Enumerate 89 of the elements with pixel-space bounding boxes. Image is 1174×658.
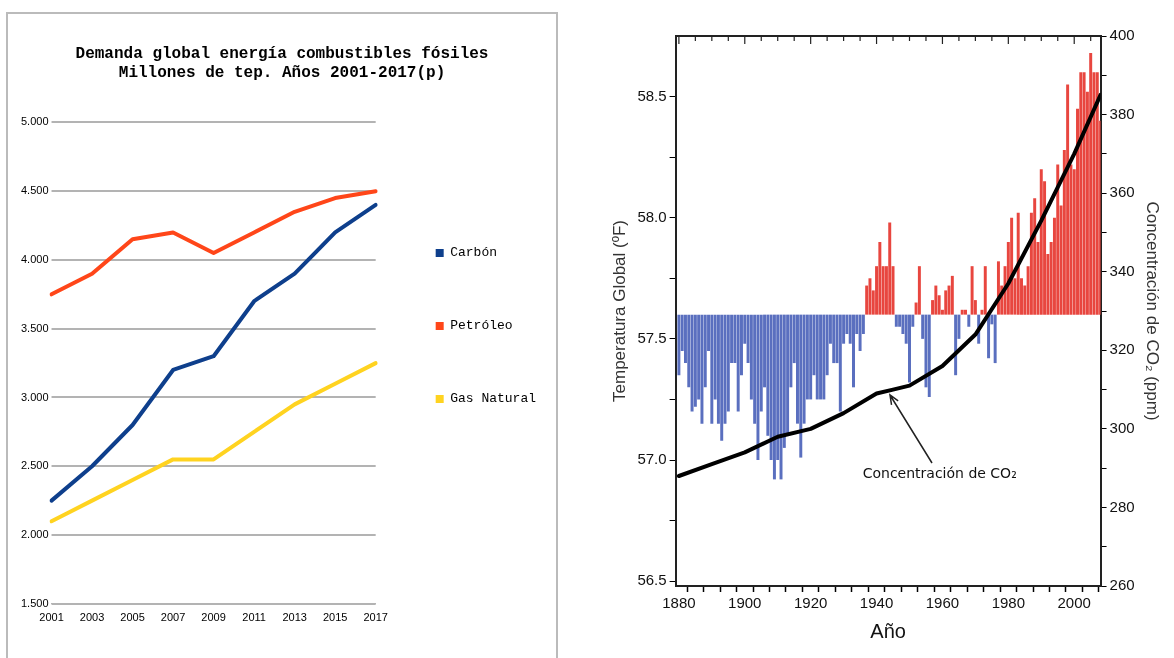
x-tick-label: 2011 (242, 611, 266, 624)
bar (983, 266, 987, 315)
bar (815, 314, 819, 400)
bar (950, 275, 954, 315)
bar (700, 314, 704, 424)
y2-tick-label: 360 (1109, 183, 1135, 201)
bar (832, 314, 836, 364)
y2-tick-label: 340 (1109, 261, 1135, 279)
bar (1066, 84, 1070, 315)
bar (934, 285, 938, 315)
y-tick-label: 1.500 (21, 596, 49, 609)
x-tick-label: 1880 (662, 594, 696, 612)
bar (987, 314, 991, 359)
y2-tick-label: 400 (1109, 26, 1135, 44)
x-tick-label: 2000 (1057, 594, 1091, 612)
bar (917, 266, 921, 315)
text: 57.0 (637, 450, 667, 468)
bar (819, 314, 823, 400)
bar (888, 222, 892, 315)
text: 58.0 (637, 207, 667, 225)
y2-tick-label: 300 (1109, 419, 1135, 436)
bar (878, 241, 882, 315)
y-tick-label: 3.500 (21, 321, 49, 334)
bar (1082, 72, 1086, 315)
bar (852, 314, 855, 388)
bar (690, 314, 694, 412)
bar (964, 309, 967, 315)
bar (894, 314, 898, 327)
y-tick-label: 2.500 (21, 459, 49, 472)
x-tick-label: 2001 (39, 611, 64, 624)
bar (1033, 198, 1037, 315)
x-axis-title: Año (870, 619, 906, 642)
bar (772, 314, 776, 480)
x-tick-label: 1960 (925, 594, 960, 612)
bar (809, 314, 813, 400)
legend-label: Carbón (450, 245, 497, 261)
x-tick-label: 2017 (363, 611, 388, 624)
x-tick-label: 2007 (160, 611, 186, 624)
y2-axis-title: Concentración de CO₂ (ppm) (1143, 201, 1163, 421)
bar (1010, 217, 1014, 315)
bar (838, 314, 842, 412)
legend-label: Petróleo (450, 318, 513, 334)
x-tick-label: 1980 (991, 594, 1026, 612)
bar (677, 314, 681, 376)
y-tick-label: 57.5 (637, 329, 667, 346)
chart-title: Demanda global energía combustibles fósiles Millones de tep. Años 2001-2017(p) (75, 44, 489, 82)
x-tick-label: 2005 (120, 611, 145, 624)
bar (970, 266, 974, 315)
bar (720, 314, 724, 441)
bar (710, 314, 714, 424)
y-tick-label: 4.500 (21, 184, 49, 197)
y2-tick-label: 320 (1109, 340, 1135, 358)
x-tick-label: 1920 (793, 594, 828, 612)
bar (944, 290, 948, 315)
bar (993, 314, 997, 364)
x-tick-label: 2009 (201, 611, 226, 624)
bar (736, 314, 740, 412)
y-tick-label: 4.000 (21, 252, 49, 265)
bar (1079, 72, 1083, 315)
bar (1039, 169, 1043, 315)
bar (868, 278, 872, 315)
legend-label: Gas Natural (450, 391, 537, 407)
y2-tick-label: 380 (1109, 104, 1135, 122)
bar (822, 314, 826, 400)
y-tick-label: 3.000 (21, 390, 49, 403)
y2-tick-label: 260 (1109, 576, 1135, 594)
bar (967, 314, 971, 327)
y2-tick-label: 280 (1109, 497, 1135, 515)
bar (1016, 212, 1020, 315)
y-tick-label: 56.5 (637, 571, 667, 589)
bar (756, 314, 760, 461)
bar (954, 314, 958, 376)
bar (1056, 164, 1060, 315)
x-tick-label: 2013 (282, 611, 307, 624)
y-axis-title: Temperatura Global (ºF) (609, 220, 629, 402)
y-tick-label: 58.5 (637, 86, 667, 104)
y-tick-label: 2.000 (21, 528, 49, 541)
bar (858, 314, 862, 351)
x-tick-label: 1940 (859, 594, 894, 612)
bar (799, 314, 803, 458)
x-tick-label: 2003 (79, 611, 105, 624)
bar (908, 314, 911, 383)
bar (1089, 52, 1093, 315)
bar (960, 309, 964, 315)
x-tick-label: 1900 (728, 594, 762, 612)
annotation: Concentración de CO₂ (862, 465, 1017, 482)
y-tick-label: 5.000 (21, 115, 49, 128)
x-tick-label: 2015 (322, 611, 348, 624)
bar (927, 314, 931, 398)
